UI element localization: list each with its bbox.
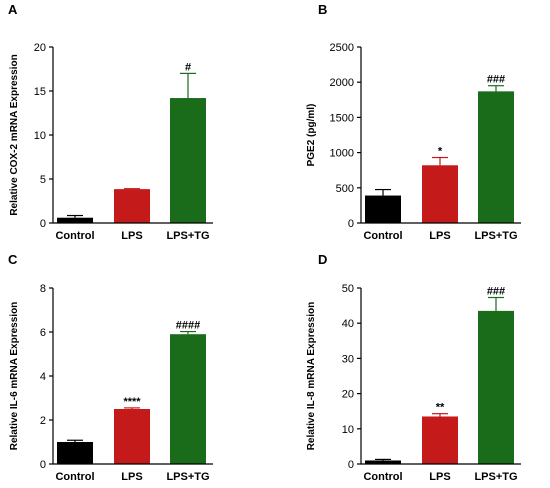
panel-label: A bbox=[8, 2, 18, 17]
y-tick-label: 2000 bbox=[330, 77, 354, 89]
x-tick-label: LPS bbox=[429, 230, 450, 242]
y-tick-label: 0 bbox=[348, 218, 354, 230]
y-tick-label: 30 bbox=[342, 353, 354, 365]
y-tick-label: 8 bbox=[40, 283, 46, 295]
significance-marker: #### bbox=[176, 320, 200, 332]
y-tick-label: 10 bbox=[342, 424, 354, 436]
y-axis-label: Relative IL-6 mRNA Expression bbox=[9, 302, 20, 451]
x-tick-label: LPS+TG bbox=[474, 230, 517, 242]
y-tick-label: 40 bbox=[342, 318, 354, 330]
x-tick-label: Control bbox=[55, 471, 94, 483]
significance-marker: ### bbox=[487, 74, 505, 86]
bar-lps-tg bbox=[478, 310, 514, 464]
y-axis-label: Relative COX-2 mRNA Expression bbox=[9, 54, 20, 215]
x-tick-label: LPS bbox=[429, 471, 450, 483]
bar-control bbox=[57, 217, 93, 223]
panel-label: C bbox=[8, 252, 18, 267]
y-tick-label: 50 bbox=[342, 283, 354, 295]
y-tick-label: 20 bbox=[34, 42, 46, 54]
y-tick-label: 15 bbox=[34, 86, 46, 98]
bar-lps-tg bbox=[170, 98, 206, 223]
y-tick-label: 20 bbox=[342, 389, 354, 401]
bar-lps bbox=[114, 409, 150, 464]
y-tick-label: 2500 bbox=[330, 42, 354, 54]
x-tick-label: Control bbox=[55, 230, 94, 242]
y-tick-label: 1500 bbox=[330, 112, 354, 124]
panel-label: B bbox=[318, 2, 327, 17]
y-tick-label: 500 bbox=[336, 183, 354, 195]
y-tick-label: 5 bbox=[40, 174, 46, 186]
bar-lps-tg bbox=[170, 334, 206, 464]
bar-lps bbox=[114, 189, 150, 223]
bar-control bbox=[365, 195, 401, 223]
y-tick-label: 4 bbox=[40, 371, 46, 383]
x-tick-label: LPS+TG bbox=[474, 471, 517, 483]
y-tick-label: 0 bbox=[40, 459, 46, 471]
x-tick-label: LPS bbox=[121, 230, 142, 242]
x-tick-label: Control bbox=[363, 230, 402, 242]
chart-panel-b: B Control * LPS ### LPS+TG 0 500 1000 1500 2000 250… bbox=[306, 2, 521, 242]
y-tick-label: 0 bbox=[40, 218, 46, 230]
y-tick-label: 1000 bbox=[330, 148, 354, 160]
significance-marker: * bbox=[438, 146, 443, 158]
bar-control bbox=[57, 442, 93, 464]
y-tick-label: 10 bbox=[34, 130, 46, 142]
x-tick-label: Control bbox=[363, 471, 402, 483]
bar-lps bbox=[422, 165, 458, 223]
bar-lps-tg bbox=[478, 91, 514, 224]
y-axis-label: PGE2 (pg/ml) bbox=[306, 104, 317, 167]
x-tick-label: LPS+TG bbox=[166, 471, 209, 483]
y-axis-label: Relative IL-8 mRNA Expression bbox=[306, 302, 317, 451]
x-tick-label: LPS bbox=[121, 471, 142, 483]
chart-panel-c: C Control **** LPS #### LPS+TG 0 2 4 6 8 Relative I… bbox=[8, 252, 213, 483]
x-tick-label: LPS+TG bbox=[166, 230, 209, 242]
y-tick-label: 6 bbox=[40, 327, 46, 339]
y-tick-label: 0 bbox=[348, 459, 354, 471]
significance-marker: **** bbox=[123, 396, 141, 408]
chart-panel-d: D Control ** LPS ### LPS+TG 0 10 20 30 40 50 Relativ… bbox=[306, 252, 521, 483]
significance-marker: ** bbox=[436, 402, 445, 414]
significance-marker: # bbox=[185, 61, 191, 73]
bar-lps bbox=[422, 416, 458, 464]
bar-control bbox=[365, 460, 401, 464]
chart-panel-a: A Control LPS # LPS+TG 0 5 10 15 20 Relative COX-2… bbox=[8, 2, 213, 242]
significance-marker: ### bbox=[487, 286, 505, 298]
y-tick-label: 2 bbox=[40, 415, 46, 427]
panel-label: D bbox=[318, 252, 327, 267]
